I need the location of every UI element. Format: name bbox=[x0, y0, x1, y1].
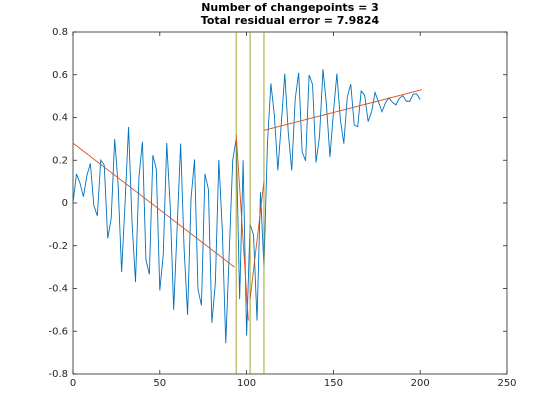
y-tick-label: -0.4 bbox=[48, 284, 68, 295]
fit-line bbox=[249, 181, 265, 300]
x-tick-label: 250 bbox=[497, 378, 516, 389]
signal-line bbox=[72, 69, 421, 344]
chart-title: Number of changepoints = 3 bbox=[201, 1, 379, 14]
y-tick-label: -0.2 bbox=[48, 241, 68, 252]
y-tick-label: 0.4 bbox=[52, 113, 68, 124]
x-tick-label: 100 bbox=[237, 378, 256, 389]
x-tick-label: 50 bbox=[153, 378, 166, 389]
fit-line bbox=[235, 134, 249, 321]
plot-area bbox=[72, 31, 508, 375]
chart-subtitle: Total residual error = 7.9824 bbox=[201, 14, 380, 27]
fit-line bbox=[72, 142, 235, 268]
x-tick-label: 150 bbox=[324, 378, 343, 389]
x-tick-label: 0 bbox=[70, 378, 76, 389]
y-tick-label: -0.6 bbox=[48, 326, 68, 337]
y-tick-label: 0.2 bbox=[52, 155, 68, 166]
y-tick-label: -0.8 bbox=[48, 369, 68, 380]
x-tick-label: 200 bbox=[411, 378, 430, 389]
y-tick-label: 0 bbox=[62, 198, 68, 209]
fit-line bbox=[263, 89, 423, 131]
y-tick-label: 0.8 bbox=[52, 27, 68, 38]
y-tick-label: 0.6 bbox=[52, 70, 68, 81]
